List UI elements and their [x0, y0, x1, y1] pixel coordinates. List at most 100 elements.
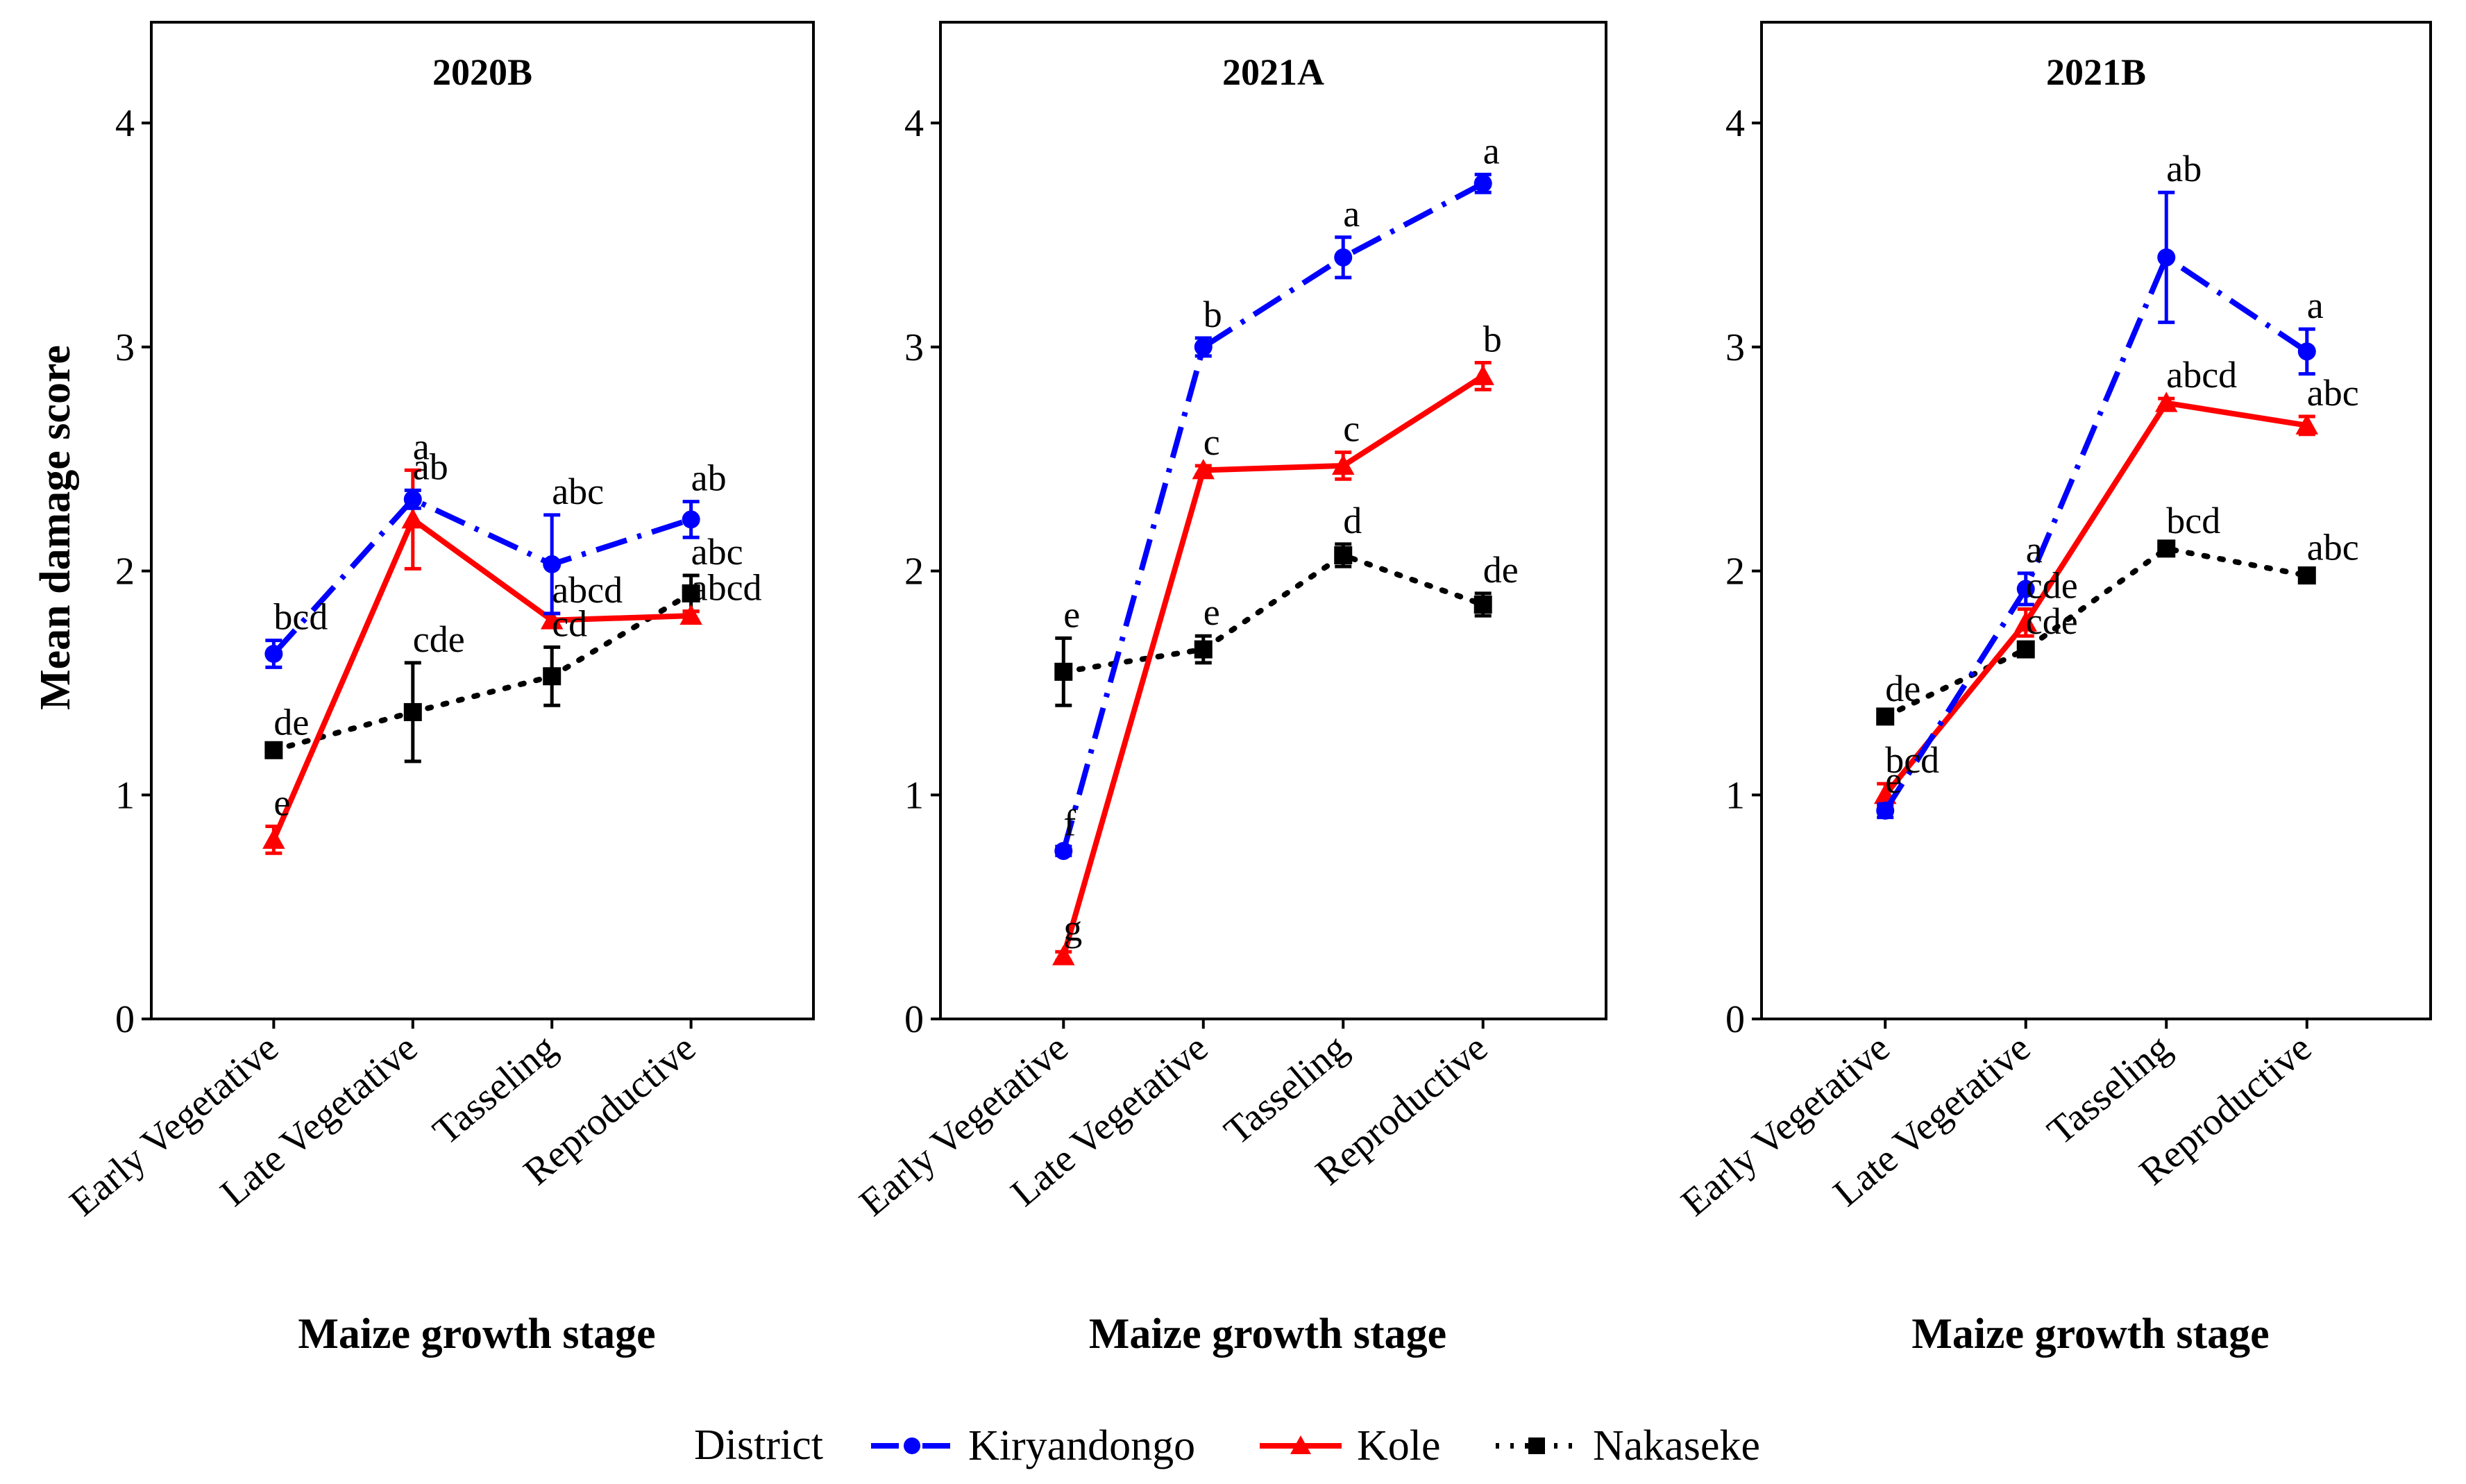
legend-marker-kiryandongo — [904, 1437, 920, 1454]
significance-letter: de — [1885, 668, 1920, 709]
y-tick-label: 1 — [1725, 774, 1745, 817]
data-point-kole — [679, 604, 702, 625]
data-point-kole — [1331, 454, 1355, 475]
y-tick-label: 2 — [115, 550, 135, 593]
data-point-kiryandongo — [1876, 801, 1895, 820]
data-point-nakaseke — [403, 702, 422, 721]
significance-letter: abc — [2307, 372, 2359, 414]
legend-label-kiryandongo: Kiryandongo — [968, 1422, 1195, 1469]
data-point-kole — [2014, 611, 2037, 632]
significance-letter: bcd — [1885, 739, 1939, 781]
data-point-kole — [2295, 414, 2319, 435]
data-point-kiryandongo — [1054, 841, 1073, 860]
legend-item-kole: Kole — [1260, 1422, 1441, 1469]
panel-title-2021a: 2021A — [1222, 51, 1324, 93]
series-kiryandongo — [264, 488, 700, 669]
y-tick-label: 0 — [1725, 998, 1745, 1041]
series-kole — [1052, 360, 1494, 966]
data-point-kiryandongo — [2297, 342, 2316, 361]
significance-letter: bcd — [273, 596, 328, 638]
significance-letter: a — [2307, 285, 2324, 326]
significance-letter: a — [2026, 529, 2043, 571]
y-tick-label: 4 — [115, 102, 135, 145]
y-tick-label: 0 — [115, 998, 135, 1041]
series-kole — [262, 468, 702, 855]
data-point-nakaseke — [682, 584, 700, 602]
series-kole — [1873, 391, 2319, 808]
series-nakaseke — [264, 573, 700, 764]
legend-item-kiryandongo: Kiryandongo — [871, 1422, 1195, 1469]
legend-title: District — [694, 1422, 823, 1469]
y-tick-label: 3 — [904, 326, 924, 369]
significance-letter: a — [413, 425, 430, 467]
series-line-kiryandongo — [1882, 253, 2309, 813]
series-line-kole — [1061, 373, 1485, 957]
data-point-kiryandongo — [2016, 580, 2035, 598]
data-point-kole — [2155, 391, 2178, 412]
significance-letter: e — [1885, 759, 1902, 801]
significance-letter: de — [1483, 549, 1519, 591]
legend-marker-nakaseke — [1528, 1437, 1545, 1454]
x-tick-label-tasseling: Tasseling — [2039, 1026, 2179, 1153]
significance-letter: ab — [2166, 148, 2202, 189]
significance-letter: cde — [2026, 564, 2078, 606]
data-point-kiryandongo — [1473, 174, 1492, 193]
panel-frame-2021a — [939, 21, 1607, 1020]
data-point-nakaseke — [2297, 566, 2316, 585]
data-point-kiryandongo — [403, 490, 422, 509]
data-point-nakaseke — [2016, 640, 2035, 659]
data-point-nakaseke — [1194, 640, 1213, 659]
significance-letter: abc — [691, 531, 743, 573]
significance-letter: e — [1204, 591, 1220, 633]
y-tick-label: 4 — [1725, 102, 1745, 145]
series-kiryandongo — [1876, 190, 2316, 820]
significance-letter: cde — [2026, 600, 2078, 642]
significance-letter: b — [1204, 294, 1222, 335]
series-kiryandongo — [1054, 172, 1492, 860]
legend: District Kiryandongo Kole Nakaseke — [694, 1422, 1760, 1469]
legend-item-nakaseke: Nakaseke — [1496, 1422, 1760, 1469]
series-line-kole — [1883, 400, 2308, 797]
y-tick-label: 4 — [904, 102, 924, 145]
y-tick-label: 3 — [1725, 326, 1745, 369]
y-tick-label: 1 — [904, 774, 924, 817]
panel-frame-2021b — [1760, 21, 2432, 1020]
significance-letter: c — [1204, 421, 1220, 463]
significance-letter: b — [1483, 318, 1502, 360]
data-point-nakaseke — [543, 667, 561, 686]
series-line-nakaseke — [1061, 552, 1486, 675]
data-point-kiryandongo — [2157, 248, 2176, 267]
data-point-nakaseke — [1054, 662, 1073, 681]
data-point-kole — [1192, 459, 1215, 480]
x-axis-title: Maize growth stage — [1911, 1310, 2269, 1358]
series-line-kiryandongo — [271, 496, 692, 656]
y-tick-label: 1 — [115, 774, 135, 817]
significance-letter: abc — [552, 471, 604, 512]
data-point-kiryandongo — [543, 555, 561, 573]
significance-letter: abcd — [552, 569, 623, 611]
data-point-kiryandongo — [1334, 248, 1353, 267]
data-point-nakaseke — [2157, 539, 2176, 558]
panel-title-2021b: 2021B — [2046, 51, 2146, 93]
data-point-nakaseke — [1473, 596, 1492, 614]
significance-letter: cde — [413, 618, 465, 660]
y-tick-label: 2 — [1725, 550, 1745, 593]
significance-letter: de — [273, 701, 309, 743]
data-point-nakaseke — [264, 741, 283, 759]
significance-letter: ab — [413, 446, 448, 487]
significance-letter: abcd — [2166, 354, 2237, 396]
y-tick-label: 2 — [904, 550, 924, 593]
data-point-kole — [1052, 945, 1075, 966]
significance-letter: e — [1063, 593, 1080, 635]
x-axis-title: Maize growth stage — [298, 1310, 655, 1358]
significance-letter: abcd — [691, 567, 762, 609]
data-point-kiryandongo — [264, 645, 283, 664]
significance-letter: f — [1063, 802, 1076, 844]
x-axis-title: Maize growth stage — [1089, 1310, 1446, 1358]
significance-letter: cd — [552, 602, 587, 644]
y-tick-label: 3 — [115, 326, 135, 369]
significance-letter: a — [1483, 130, 1500, 171]
data-point-kole — [1471, 364, 1494, 385]
